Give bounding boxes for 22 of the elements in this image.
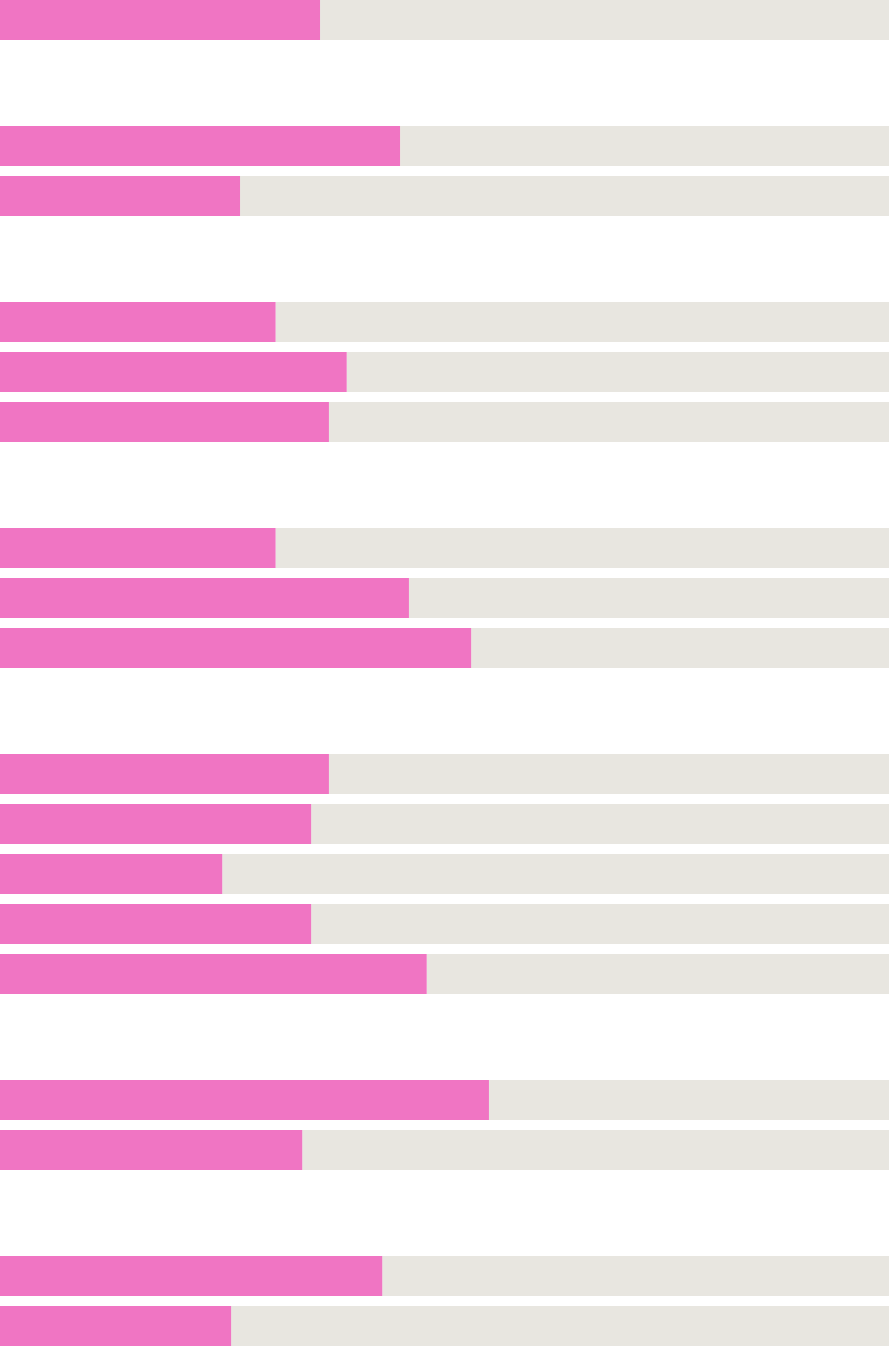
bar	[275, 302, 889, 342]
bar	[0, 804, 312, 844]
bar	[0, 402, 329, 442]
bar	[0, 904, 312, 944]
bar	[328, 754, 889, 794]
bar	[408, 578, 889, 618]
bar	[0, 302, 276, 342]
bar	[0, 854, 223, 894]
bar	[471, 628, 889, 668]
bar	[311, 904, 889, 944]
bar	[0, 528, 276, 568]
bar	[0, 352, 347, 392]
bar	[275, 528, 889, 568]
bar	[346, 352, 889, 392]
bar	[328, 402, 889, 442]
bar	[0, 578, 409, 618]
bar	[0, 628, 472, 668]
bar	[0, 954, 427, 994]
bar	[426, 954, 889, 994]
bar	[222, 854, 889, 894]
bar	[311, 804, 889, 844]
bar	[0, 754, 329, 794]
